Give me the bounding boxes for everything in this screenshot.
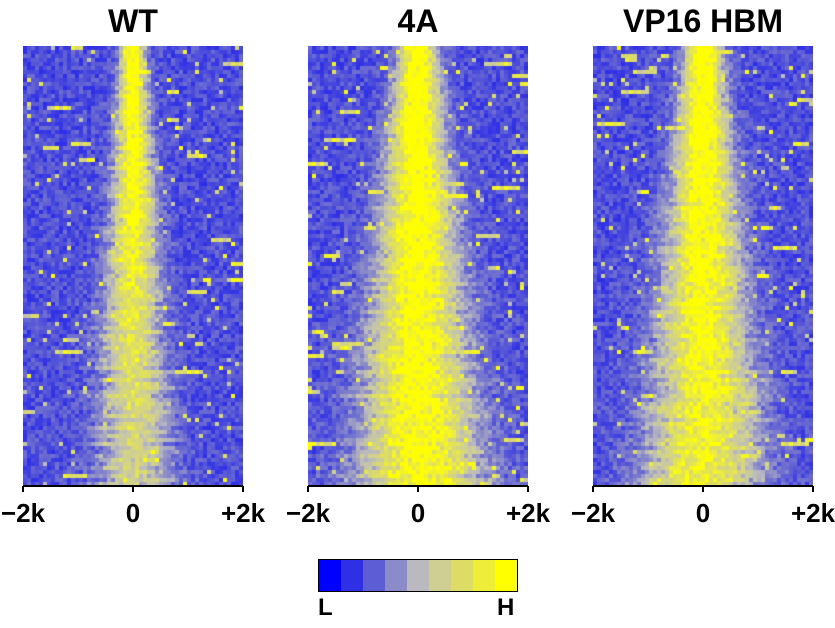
- legend-low-label: L: [318, 594, 333, 621]
- panel-title-vp16-hbm: VP16 HBM: [622, 3, 784, 39]
- legend-swatch-5: [429, 560, 451, 591]
- tick-label-zero: 0: [411, 498, 425, 528]
- legend-swatch-7: [473, 560, 495, 591]
- legend-swatch-4: [407, 560, 429, 591]
- panel-title-4a: 4A: [397, 3, 439, 39]
- tick-label-minus-2k: −2k: [286, 498, 331, 528]
- legend-high-label: H: [497, 594, 515, 621]
- legend-swatch-0: [319, 560, 341, 591]
- tick-label-plus-2k: +2k: [506, 498, 551, 528]
- tick-label-zero: 0: [126, 498, 140, 528]
- legend-swatch-6: [451, 560, 473, 591]
- legend-swatch-8: [495, 560, 517, 591]
- legend-swatch-1: [341, 560, 363, 591]
- color-scale-legend: [318, 559, 518, 592]
- panel-title-wt: WT: [108, 3, 158, 39]
- legend-swatch-2: [363, 560, 385, 591]
- legend-swatch-3: [385, 560, 407, 591]
- heatmap-wt: [23, 46, 243, 486]
- heatmap-4a: [308, 46, 528, 486]
- tick-label-plus-2k: +2k: [791, 498, 835, 528]
- x-axis-4a: −2k 0 +2k: [286, 485, 551, 528]
- tick-label-zero: 0: [696, 498, 710, 528]
- tick-label-minus-2k: −2k: [571, 498, 616, 528]
- x-axis-vp16-hbm: −2k 0 +2k: [571, 485, 835, 528]
- x-axis-wt: −2k 0 +2k: [1, 485, 266, 528]
- tick-label-minus-2k: −2k: [1, 498, 46, 528]
- tick-label-plus-2k: +2k: [221, 498, 266, 528]
- heatmap-vp16-hbm: [593, 46, 813, 486]
